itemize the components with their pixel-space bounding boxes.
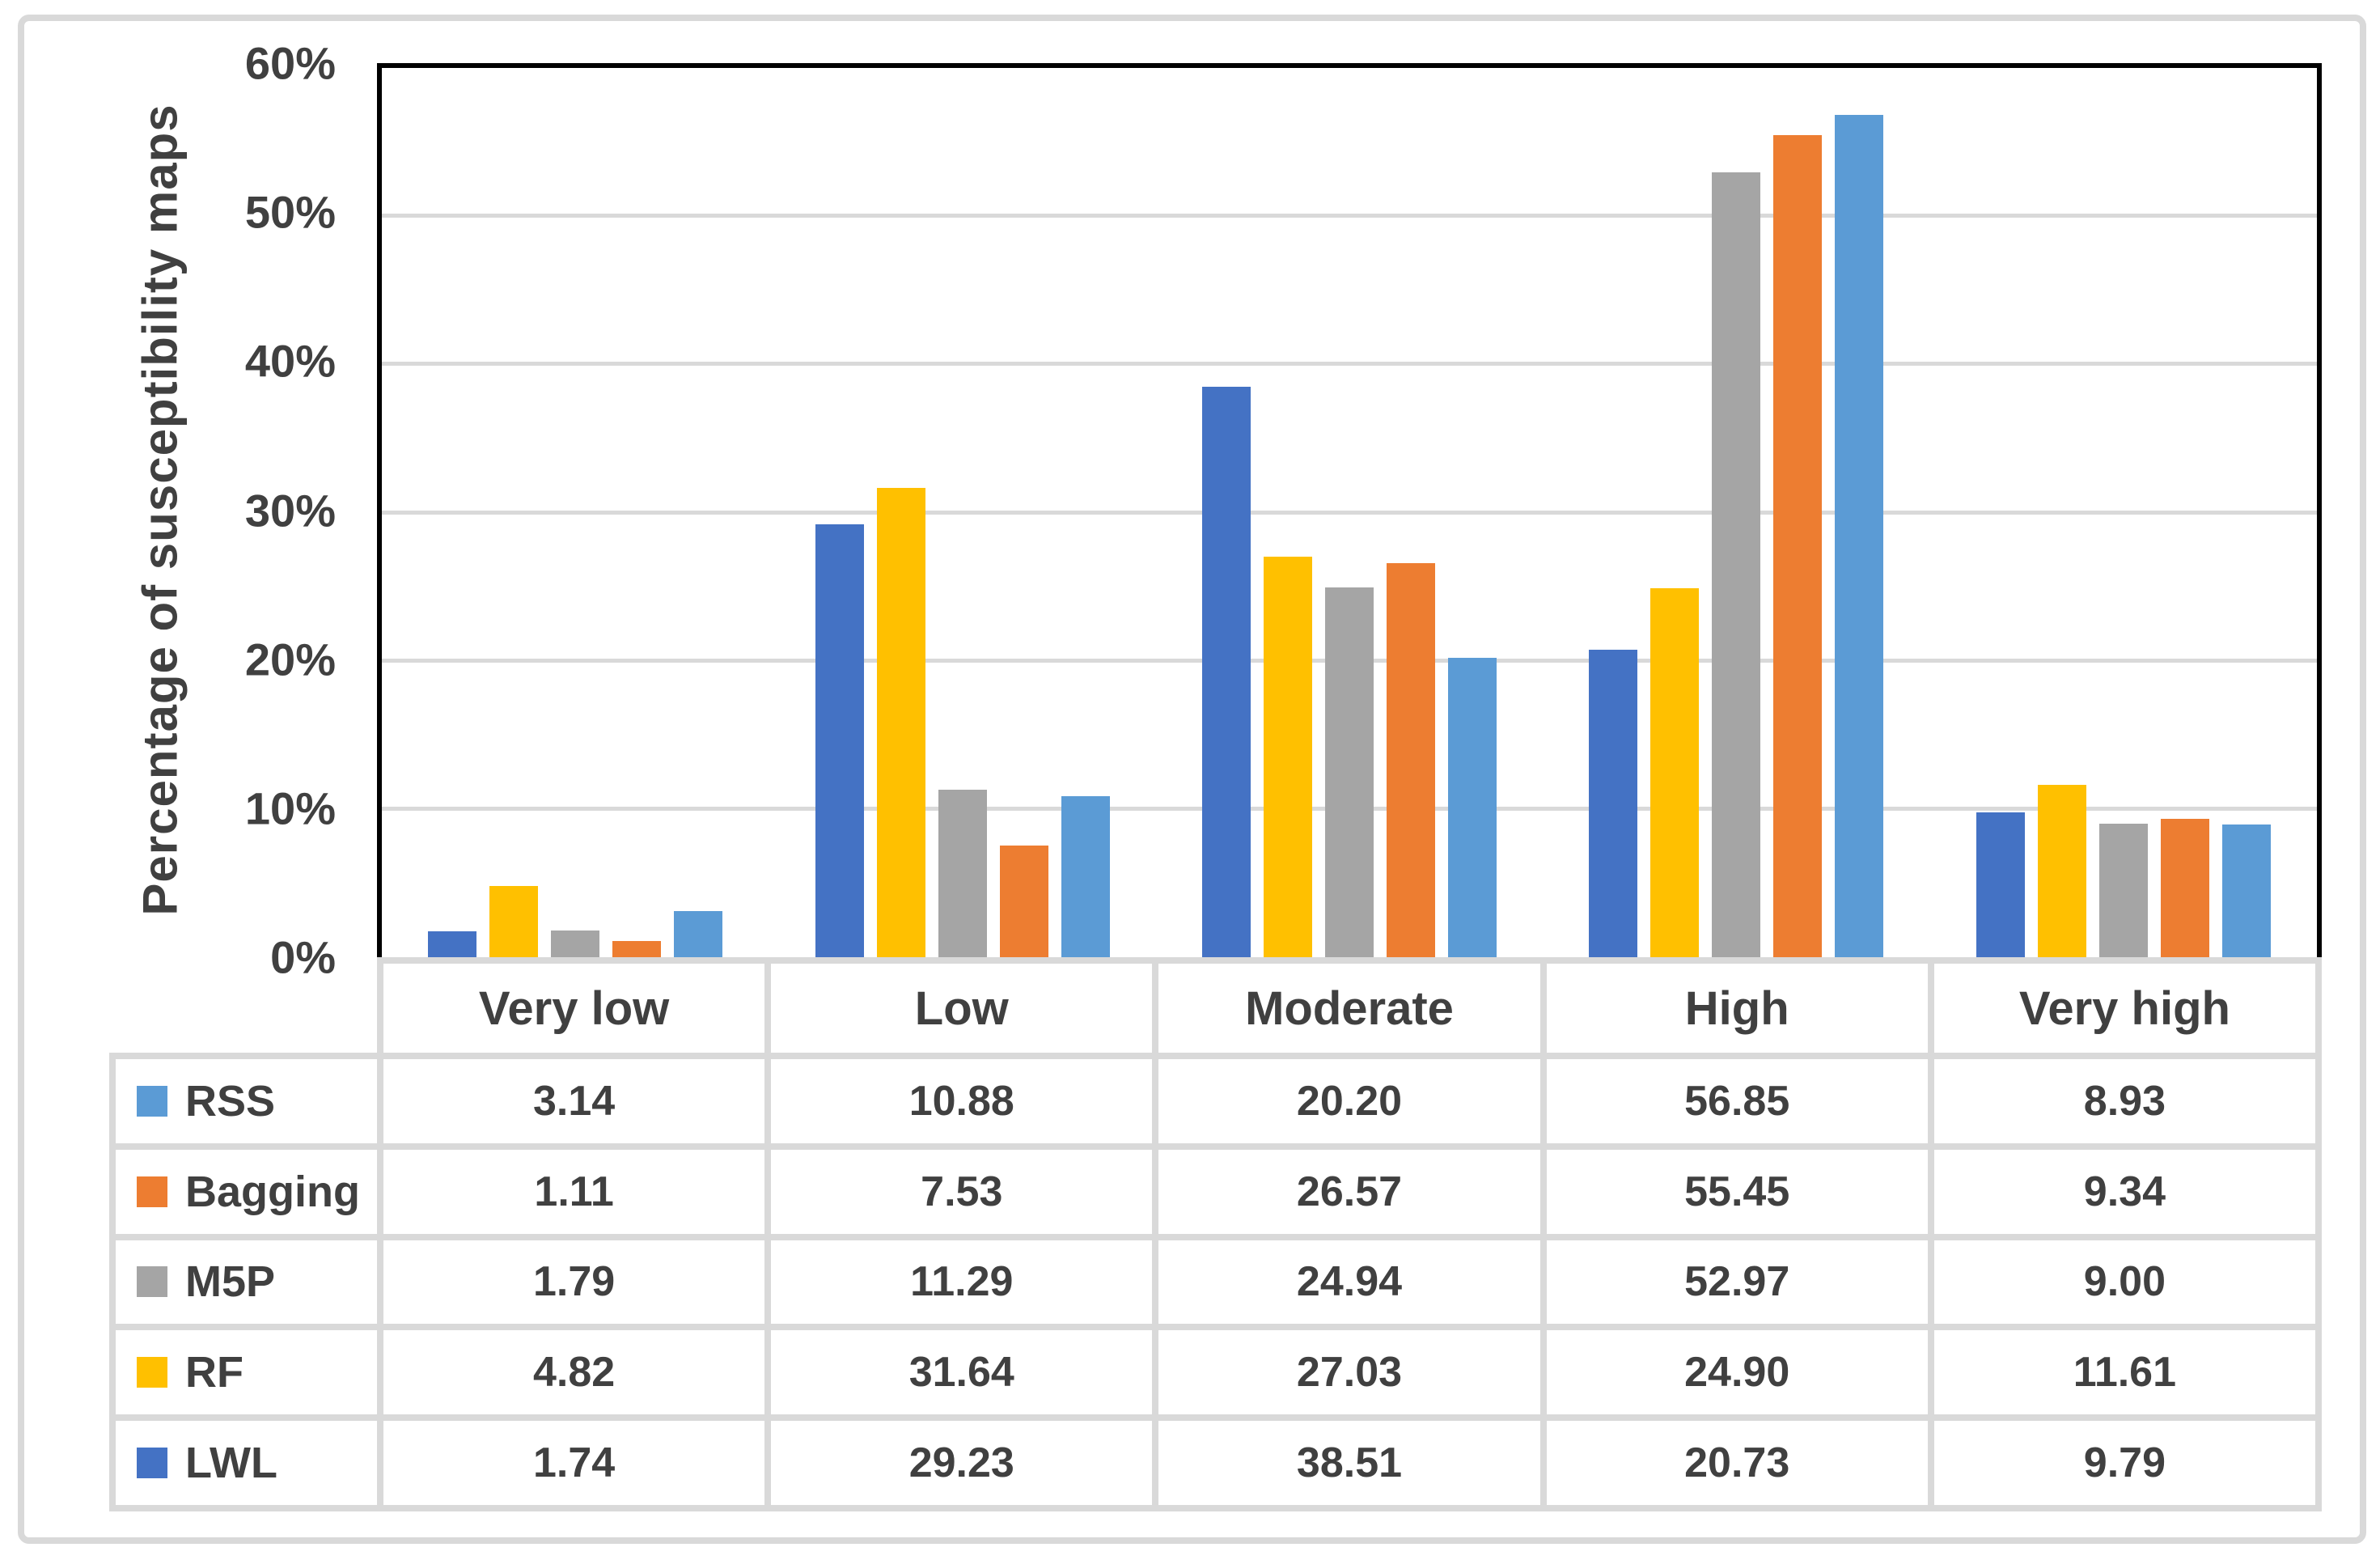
table-value-cell: 1.74: [383, 1421, 765, 1505]
data-table-header-row: Very low Low Moderate High Very high: [377, 957, 2322, 1053]
bar-bagging-high: [1773, 135, 1823, 957]
bar-rss-very-low: [674, 910, 723, 957]
category-header-cell: Low: [771, 964, 1153, 1053]
table-value-cell: 11.61: [1933, 1330, 2315, 1415]
series-name-label: RF: [185, 1348, 244, 1397]
table-value-cell: 1.79: [383, 1240, 765, 1325]
legend-cell-rf: RF: [116, 1330, 377, 1415]
table-value-cell: 8.93: [1933, 1059, 2315, 1143]
bar-m5p-high: [1712, 172, 1761, 957]
table-value-cell: 24.94: [1158, 1240, 1540, 1325]
bar-group-very-low: [382, 68, 769, 957]
bars-layer: [382, 68, 2317, 957]
category-header-cell: Very low: [383, 964, 765, 1053]
table-value-cell: 29.23: [771, 1421, 1153, 1505]
table-value-cell: 56.85: [1546, 1059, 1928, 1143]
category-header-cell: Very high: [1933, 964, 2315, 1053]
legend-cell-lwl: LWL: [116, 1421, 377, 1505]
bar-rf-low: [876, 488, 925, 957]
table-value-cell: 10.88: [771, 1059, 1153, 1143]
table-value-cell: 38.51: [1158, 1421, 1540, 1505]
bar-rf-moderate: [1264, 556, 1313, 957]
table-value-cell: 20.20: [1158, 1059, 1540, 1143]
table-value-cell: 1.11: [383, 1149, 765, 1234]
y-tick-label: 0%: [270, 931, 336, 983]
y-axis-tick-labels: 0% 10% 20% 30% 40% 50% 60%: [0, 0, 336, 1560]
gridline: [382, 362, 2317, 367]
bar-rss-very-high: [2221, 825, 2271, 957]
y-tick-label: 10%: [244, 782, 336, 834]
bar-bagging-very-high: [2160, 818, 2209, 957]
bar-lwl-high: [1589, 650, 1638, 957]
category-header-cell: High: [1546, 964, 1928, 1053]
bar-m5p-low: [938, 790, 987, 957]
bar-m5p-very-high: [2098, 824, 2148, 957]
table-value-cell: 55.45: [1546, 1149, 1928, 1234]
bar-group-moderate: [1156, 68, 1543, 957]
y-tick-label: 50%: [244, 186, 336, 238]
table-value-cell: 20.73: [1546, 1421, 1928, 1505]
legend-swatch-icon: [137, 1085, 167, 1117]
legend-swatch-icon: [137, 1176, 167, 1207]
category-header-cell: Moderate: [1158, 964, 1540, 1053]
bar-lwl-very-low: [428, 931, 477, 957]
bar-rf-high: [1650, 587, 1700, 957]
data-table-body: RSS 3.14 10.88 20.20 56.85 8.93 Bagging 1.11 7.5…: [109, 1053, 2322, 1511]
series-name-label: RSS: [185, 1076, 276, 1125]
bar-bagging-moderate: [1387, 563, 1436, 957]
bar-rf-very-low: [489, 885, 539, 957]
y-tick-label: 20%: [244, 634, 336, 685]
y-tick-label: 30%: [244, 485, 336, 536]
bar-lwl-low: [815, 524, 864, 957]
bar-m5p-very-low: [551, 930, 600, 957]
bar-group-very-high: [1930, 68, 2317, 957]
bar-group-low: [769, 68, 1155, 957]
gridline: [382, 214, 2317, 218]
table-value-cell: 4.82: [383, 1330, 765, 1415]
bar-rf-very-high: [2037, 785, 2086, 957]
table-value-cell: 27.03: [1158, 1330, 1540, 1415]
bar-lwl-moderate: [1202, 386, 1251, 957]
y-tick-label: 60%: [244, 37, 336, 89]
table-value-cell: 9.00: [1933, 1240, 2315, 1325]
table-value-cell: 24.90: [1546, 1330, 1928, 1415]
legend-swatch-icon: [137, 1448, 167, 1479]
bar-lwl-very-high: [1976, 812, 2025, 957]
bar-m5p-moderate: [1325, 587, 1374, 957]
bar-bagging-low: [999, 846, 1048, 957]
series-name-label: Bagging: [185, 1167, 360, 1216]
gridline: [382, 510, 2317, 515]
y-tick-label: 40%: [244, 335, 336, 387]
plot-area: [377, 63, 2322, 957]
legend-cell-bagging: Bagging: [116, 1149, 377, 1234]
table-value-cell: 26.57: [1158, 1149, 1540, 1234]
bar-rss-high: [1835, 114, 1884, 957]
series-name-label: LWL: [185, 1439, 277, 1488]
legend-cell-m5p: M5P: [116, 1240, 377, 1325]
legend-swatch-icon: [137, 1266, 167, 1298]
table-value-cell: 52.97: [1546, 1240, 1928, 1325]
bar-group-high: [1543, 68, 1929, 957]
series-name-label: M5P: [185, 1257, 276, 1307]
legend-swatch-icon: [137, 1357, 167, 1388]
table-value-cell: 31.64: [771, 1330, 1153, 1415]
table-value-cell: 11.29: [771, 1240, 1153, 1325]
bar-bagging-very-low: [612, 940, 662, 957]
table-value-cell: 9.79: [1933, 1421, 2315, 1505]
table-value-cell: 3.14: [383, 1059, 765, 1143]
bar-rss-moderate: [1448, 658, 1497, 957]
table-value-cell: 7.53: [771, 1149, 1153, 1234]
table-value-cell: 9.34: [1933, 1149, 2315, 1234]
legend-cell-rss: RSS: [116, 1059, 377, 1143]
bar-rss-low: [1061, 795, 1110, 957]
